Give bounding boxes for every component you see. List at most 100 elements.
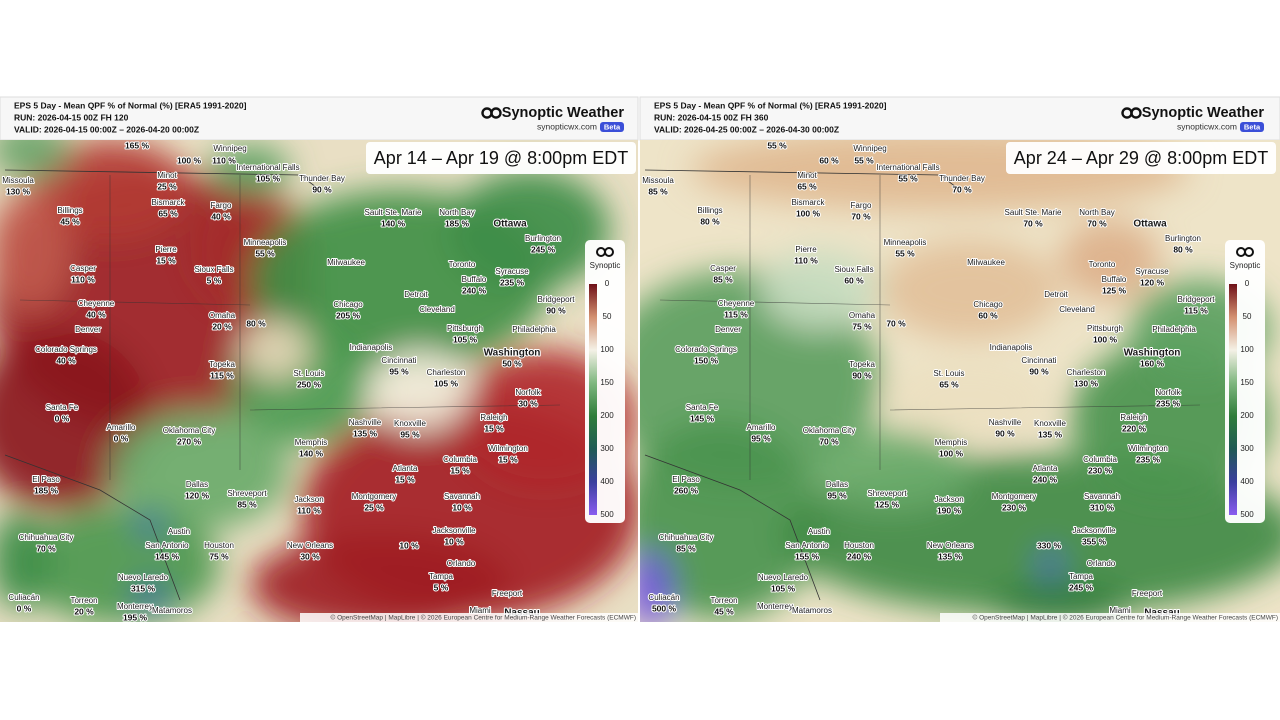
city-value: 30 %	[300, 551, 320, 561]
city-value: 10 %	[444, 536, 464, 546]
city-value: 250 %	[297, 379, 322, 389]
city-name: Memphis	[935, 438, 967, 447]
city-name: Cheyenne	[78, 299, 115, 308]
legend-colorbar	[589, 284, 597, 515]
precip-area	[0, 190, 70, 310]
city-value: 140 %	[381, 218, 406, 228]
city-name: Omaha	[209, 311, 236, 320]
map-panel: EPS 5 Day - Mean QPF % of Normal (%) [ER…	[0, 96, 639, 622]
city-name: Philadelphia	[1152, 325, 1196, 334]
city-name: St. Louis	[933, 369, 964, 378]
city-value: 100 %	[796, 208, 821, 218]
city-value: 20 %	[74, 606, 94, 616]
city-name: Milwaukee	[327, 258, 365, 267]
city-value: 95 %	[389, 366, 409, 376]
city-name: Montgomery	[352, 492, 396, 501]
precip-area	[110, 410, 290, 530]
city-name: Bridgeport	[538, 295, 576, 304]
city-name: Milwaukee	[967, 258, 1005, 267]
city-value: 195 %	[123, 612, 148, 622]
city-value: 260 %	[674, 485, 699, 495]
city-name: Charleston	[427, 368, 466, 377]
city-name: Tampa	[429, 572, 454, 581]
city-value: 85 %	[648, 186, 668, 196]
city-value: 95 %	[400, 429, 420, 439]
city-name: Indianapolis	[990, 343, 1033, 352]
city-value: 0 %	[55, 413, 70, 423]
city-value: 5 %	[434, 582, 449, 592]
city-name: Detroit	[404, 290, 428, 299]
border	[19, 175, 561, 480]
city-name: New Orleans	[927, 541, 973, 550]
city-value: 190 %	[937, 505, 962, 515]
city-name: Chicago	[973, 300, 1003, 309]
city-name: Norfolk	[515, 388, 541, 397]
city-value: 85 %	[713, 274, 733, 284]
city-name: Toronto	[1089, 260, 1116, 269]
precip-area	[0, 510, 50, 610]
city-value: 65 %	[797, 181, 817, 191]
legend-tick-label: 150	[600, 378, 614, 387]
city-value: 355 %	[1082, 536, 1107, 546]
city-name: Missoula	[642, 176, 674, 185]
city-name: Nashville	[989, 418, 1022, 427]
city-name: Colorado Springs	[675, 345, 737, 354]
city-value: 15 %	[156, 255, 176, 265]
city-name: Cincinnati	[381, 356, 416, 365]
area-value: 110 %	[212, 155, 236, 165]
header-valid: VALID: 2026-04-15 00:00Z – 2026-04-20 00…	[14, 124, 199, 134]
precip-area	[240, 320, 310, 380]
city-value: 125 %	[1102, 285, 1127, 295]
city-name: Nuevo Laredo	[758, 573, 809, 582]
city-value: 135 %	[353, 428, 378, 438]
city-name: Miami	[1109, 606, 1131, 615]
city-value: 185 %	[445, 218, 470, 228]
city-value: 15 %	[498, 454, 518, 464]
header-run: RUN: 2026-04-15 00Z FH 360	[654, 112, 769, 122]
city-value: 15 %	[484, 423, 504, 433]
header-title: EPS 5 Day - Mean QPF % of Normal (%) [ER…	[654, 100, 887, 110]
city-value: 140 %	[299, 448, 324, 458]
city-value: 145 %	[155, 551, 180, 561]
city-name: Casper	[70, 264, 96, 273]
header-run: RUN: 2026-04-15 00Z FH 120	[14, 112, 129, 122]
precip-area	[1060, 220, 1160, 300]
attribution-bg	[300, 613, 638, 622]
city-name: Freeport	[1132, 589, 1163, 598]
city-value: 130 %	[6, 186, 31, 196]
city-name: Thunder Bay	[299, 174, 345, 183]
city-value: 240 %	[847, 551, 872, 561]
city-name: Matamoros	[152, 606, 192, 615]
city-name: Atlanta	[393, 464, 418, 473]
city-value: 315 %	[131, 583, 156, 593]
city-name: Orlando	[447, 559, 476, 568]
city-name: Winnipeg	[213, 144, 246, 153]
city-value: 40 %	[86, 309, 106, 319]
border	[4, 169, 321, 601]
city-name: Orlando	[1087, 559, 1116, 568]
city-value: 125 %	[875, 499, 900, 509]
legend-tick-label: 50	[1243, 312, 1252, 321]
area-value: 10 %	[399, 540, 419, 550]
precip-field	[640, 140, 1280, 622]
city-value: 310 %	[1090, 502, 1115, 512]
precip-area	[990, 585, 1130, 622]
city-name: Culiacán	[648, 593, 679, 602]
city-name: Bismarck	[152, 198, 186, 207]
city-name: Minneapolis	[884, 238, 927, 247]
legend-tick-label: 300	[1240, 444, 1254, 453]
badge	[600, 122, 624, 132]
area-value: 70 %	[886, 318, 906, 328]
date-banner	[366, 142, 636, 174]
city-name: Toronto	[449, 260, 476, 269]
legend-tick-label: 0	[1245, 279, 1250, 288]
brand-name: Synoptic Weather	[1142, 105, 1265, 121]
city-value: 235 %	[1136, 454, 1161, 464]
city-value: 100 %	[939, 448, 964, 458]
city-name: Buffalo	[1102, 275, 1127, 284]
city-value: 40 %	[211, 211, 231, 221]
legend-tick-label: 400	[1240, 477, 1254, 486]
city-value: 70 %	[36, 543, 56, 553]
city-value: 145 %	[690, 413, 715, 423]
